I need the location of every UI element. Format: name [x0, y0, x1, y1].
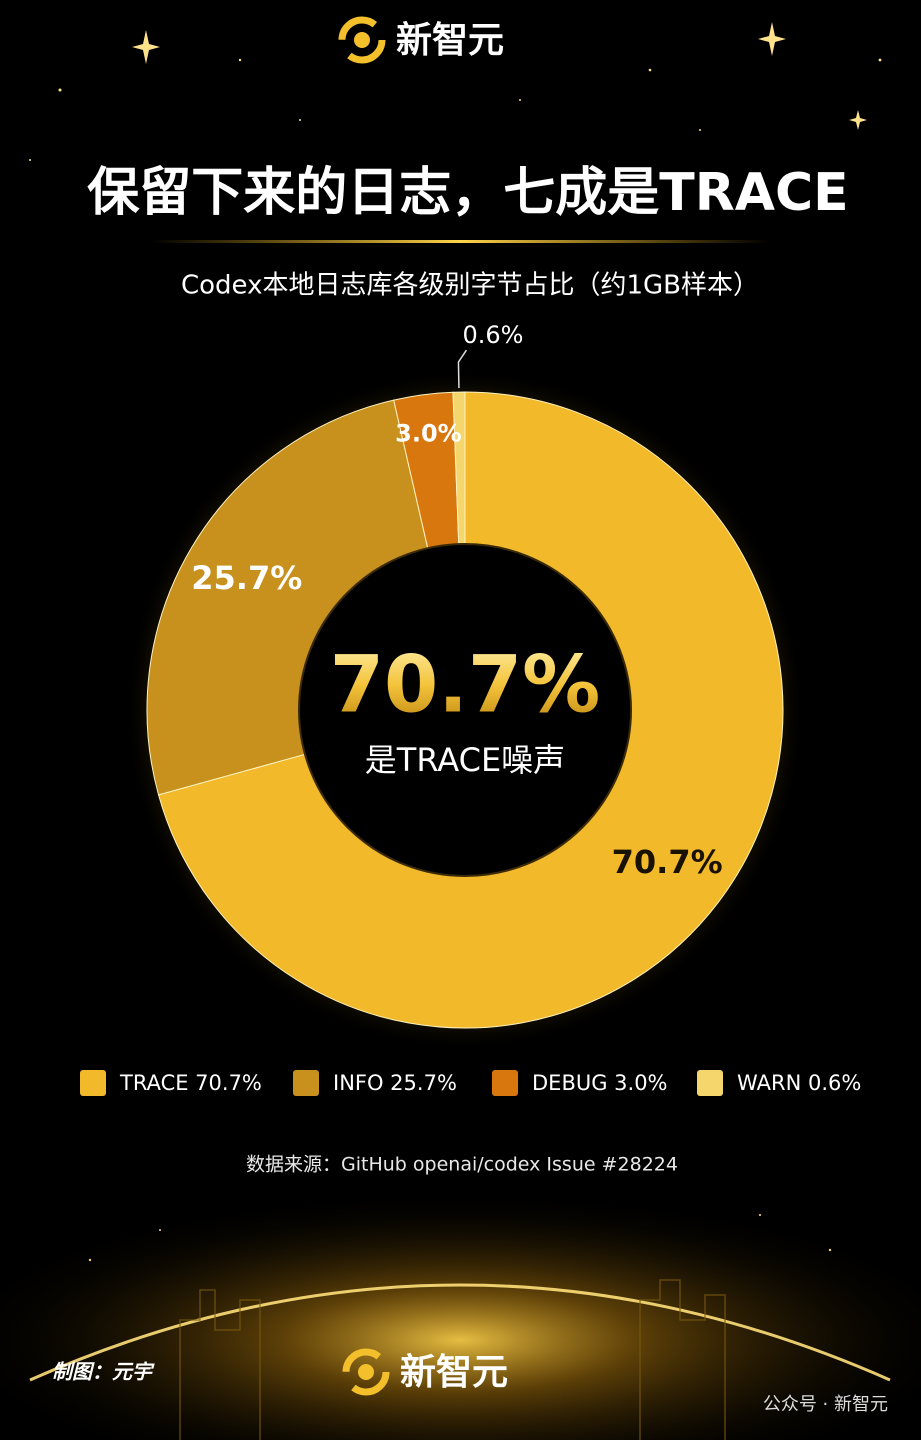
- value-label: 0.6%: [462, 321, 523, 349]
- credit: 制图：元宇: [52, 1360, 155, 1384]
- donut: [146, 391, 784, 1029]
- center-value: 70.7%: [330, 640, 601, 730]
- brand-name: 新智元: [400, 1352, 508, 1393]
- legend-swatch: [697, 1070, 723, 1096]
- bottom-glow: [0, 1190, 921, 1440]
- skyline: [179, 1279, 726, 1440]
- legend-label: TRACE 70.7%: [119, 1071, 262, 1095]
- legend-label: WARN 0.6%: [737, 1071, 861, 1095]
- value-label: 70.7%: [612, 843, 723, 881]
- brand-name: 新智元: [396, 20, 504, 61]
- legend: TRACE 70.7% INFO 25.7% DEBUG 3.0% WARN 0.6%: [80, 1070, 861, 1096]
- title-underline: [150, 240, 770, 243]
- horizon-arc: [29, 1283, 891, 1382]
- donut-hole: [298, 543, 632, 877]
- watermark: 公众号 · 新智元: [763, 1394, 888, 1415]
- legend-swatch: [293, 1070, 319, 1096]
- value-label: 25.7%: [191, 559, 302, 597]
- leader-line: [457, 349, 468, 389]
- value-label: 3.0%: [395, 419, 462, 447]
- top-logo: [338, 16, 386, 64]
- stars: [29, 22, 882, 1262]
- chart-title: 保留下来的日志，七成是TRACE: [87, 163, 848, 223]
- legend-label: INFO 25.7%: [333, 1071, 457, 1095]
- center-text: 是TRACE噪声: [365, 741, 565, 779]
- bottom-logo: [342, 1348, 390, 1396]
- chart-subtitle: Codex本地日志库各级别字节占比（约1GB样本）: [181, 271, 759, 301]
- legend-swatch: [80, 1070, 106, 1096]
- legend-swatch: [492, 1070, 518, 1096]
- source-note: 数据来源：GitHub openai/codex Issue #28224: [246, 1154, 678, 1176]
- legend-label: DEBUG 3.0%: [532, 1071, 668, 1095]
